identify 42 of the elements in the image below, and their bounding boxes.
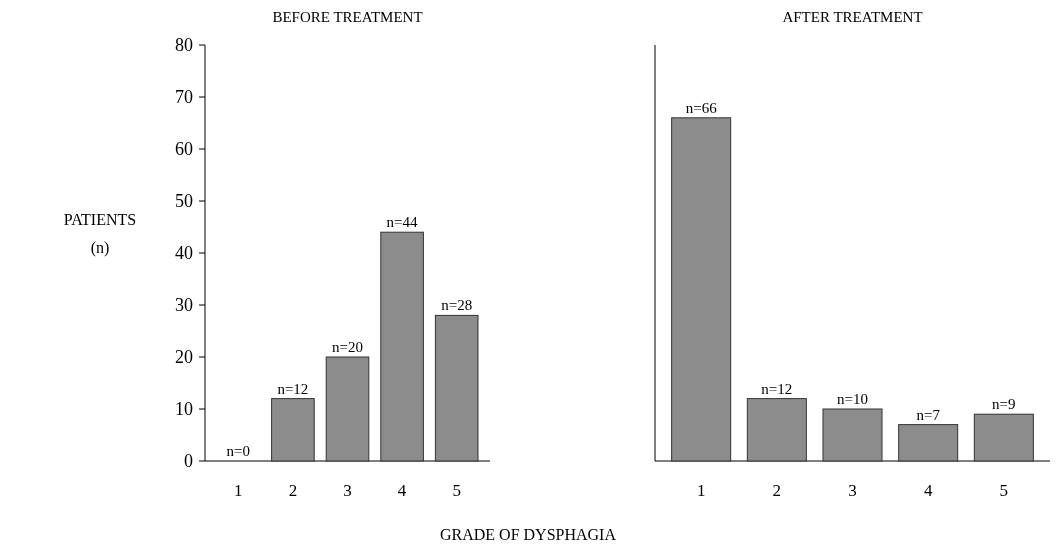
bar — [746, 398, 807, 462]
y-tick-label: 80 — [175, 35, 193, 56]
data-label: n=7 — [916, 406, 941, 423]
x-tick-label: 1 — [696, 481, 706, 500]
data-label: n=66 — [685, 99, 718, 116]
y-tick-label: 40 — [175, 243, 193, 264]
x-tick-label: 3 — [848, 481, 857, 500]
x-tick-label: 4 — [923, 481, 933, 500]
data-label: n=12 — [277, 380, 309, 397]
x-axis-title: GRADE OF DYSPHAGIA — [439, 526, 617, 543]
x-tick-label: 1 — [234, 481, 243, 500]
y-axis-title: PATIENTS (n) — [63, 211, 137, 257]
y-tick-label: 60 — [175, 139, 193, 160]
bar — [898, 424, 959, 462]
data-label: n=20 — [332, 339, 363, 355]
y-tick-label: 70 — [175, 87, 193, 108]
x-tick-label: 3 — [343, 481, 352, 500]
bar — [434, 314, 479, 462]
data-label: n=28 — [441, 297, 473, 314]
y-tick-label: 30 — [175, 295, 193, 316]
x-tick-label: 2 — [288, 481, 298, 500]
x-tick-label: 4 — [397, 481, 407, 500]
data-label: n=44 — [386, 214, 419, 231]
bar — [671, 117, 732, 462]
x-tick-label: 5 — [999, 481, 1009, 500]
bar — [325, 356, 370, 462]
bar — [973, 413, 1034, 462]
bar — [380, 231, 424, 462]
y-tick-label: 10 — [175, 399, 193, 420]
y-tick-label: 0 — [184, 451, 193, 472]
x-tick-label: 5 — [452, 481, 461, 500]
bar — [822, 408, 883, 462]
bar — [271, 398, 315, 462]
chart-title: AFTER TREATMENT — [782, 9, 923, 25]
data-label: n=0 — [226, 443, 251, 459]
data-label: n=10 — [837, 391, 868, 407]
y-tick-label: 50 — [175, 191, 193, 212]
data-label: n=12 — [761, 380, 793, 397]
x-tick-label: 2 — [772, 481, 782, 500]
chart-title: BEFORE TREATMENT — [272, 9, 423, 25]
y-tick-label: 20 — [175, 347, 193, 368]
data-label: n=9 — [992, 396, 1016, 413]
